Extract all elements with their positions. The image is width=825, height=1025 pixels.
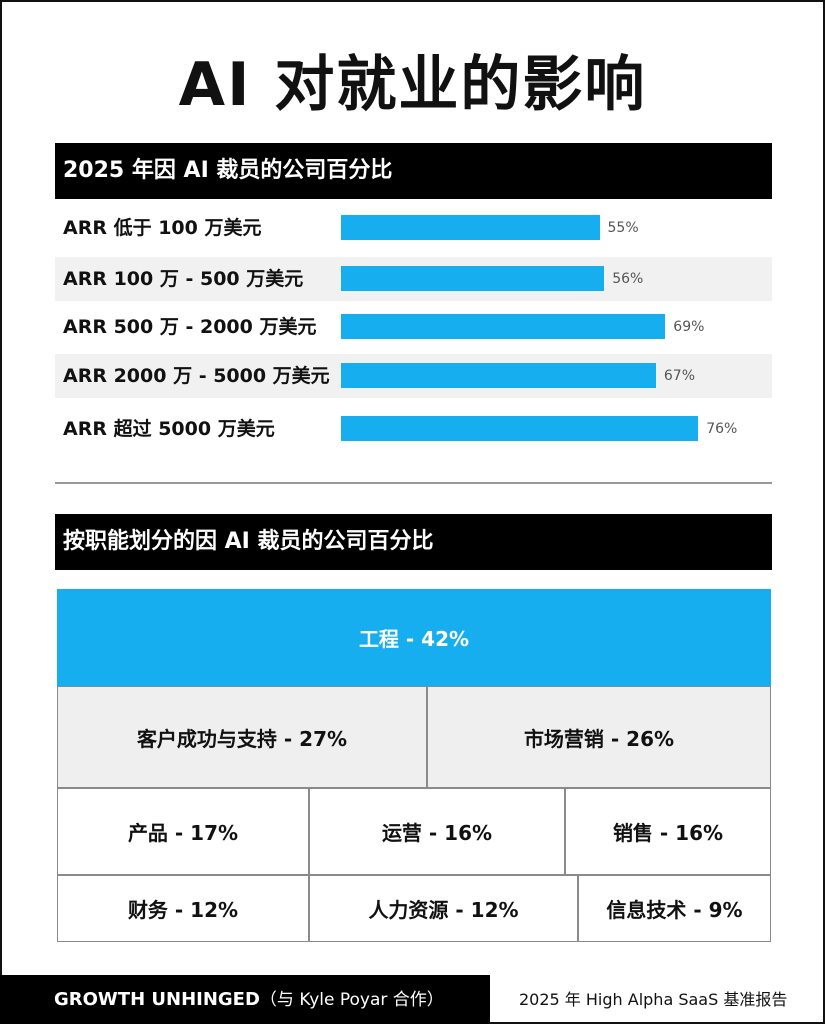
bar-row: ARR 超过 5000 万美元 76%: [55, 407, 772, 451]
section-divider: [55, 482, 772, 484]
bar: [341, 266, 605, 291]
function-cell: 财务 - 12%: [57, 875, 309, 942]
footer-source: 2025 年 High Alpha SaaS 基准报告: [519, 990, 788, 1009]
footer-brand-name: GROWTH UNHINGED: [54, 989, 260, 1010]
bar-row: ARR 低于 100 万美元 55%: [55, 206, 772, 250]
bar-row: ARR 500 万 - 2000 万美元 69%: [55, 305, 772, 349]
function-cell: 产品 - 17%: [57, 788, 309, 875]
function-cell: 客户成功与支持 - 27%: [57, 686, 427, 788]
bar-category-label: ARR 2000 万 - 5000 万美元: [63, 365, 330, 387]
bar-value-label: 56%: [612, 271, 644, 287]
page-title: AI 对就业的影响: [178, 50, 647, 120]
bar: [341, 416, 699, 441]
bar-category-label: ARR 500 万 - 2000 万美元: [63, 316, 317, 338]
footer-brand: GROWTH UNHINGED（与 Kyle Poyar 合作）: [0, 975, 490, 1024]
bar-category-label: ARR 100 万 - 500 万美元: [63, 268, 304, 290]
function-cell: 运营 - 16%: [309, 788, 565, 875]
bar: [341, 215, 600, 240]
bar-category-label: ARR 低于 100 万美元: [63, 217, 262, 239]
bar-value-label: 55%: [607, 220, 639, 236]
function-cell: 信息技术 - 9%: [578, 875, 771, 942]
footer-brand-sub: （与 Kyle Poyar 合作）: [259, 990, 444, 1010]
function-cell: 人力资源 - 12%: [309, 875, 578, 942]
bar-category-label: ARR 超过 5000 万美元: [63, 418, 275, 440]
bar: [341, 363, 656, 388]
bar-row: ARR 2000 万 - 5000 万美元 67%: [55, 354, 772, 398]
bar: [341, 314, 666, 339]
function-cell: 工程 - 42%: [57, 589, 771, 686]
function-cell: 销售 - 16%: [565, 788, 771, 875]
function-cell: 市场营销 - 26%: [427, 686, 771, 788]
bar-chart-title: 2025 年因 AI 裁员的公司百分比: [55, 143, 772, 199]
function-table-title: 按职能划分的因 AI 裁员的公司百分比: [55, 514, 772, 570]
bar-value-label: 69%: [673, 319, 705, 335]
bar-value-label: 76%: [706, 421, 738, 437]
bar-row: ARR 100 万 - 500 万美元 56%: [55, 257, 772, 301]
bar-value-label: 67%: [663, 368, 696, 384]
